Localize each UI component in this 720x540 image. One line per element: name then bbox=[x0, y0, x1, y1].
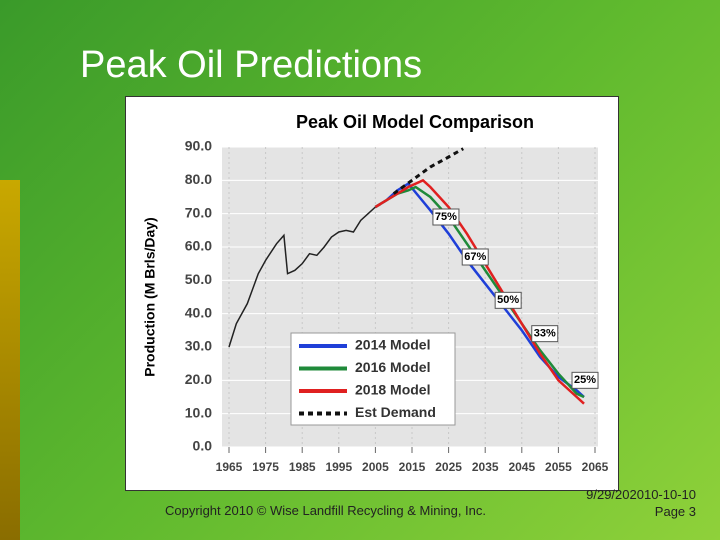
legend-box bbox=[290, 332, 456, 426]
legend-label: 2014 Model bbox=[355, 337, 430, 353]
y-tick-label: 0.0 bbox=[193, 438, 213, 454]
legend-label: Est Demand bbox=[355, 404, 436, 420]
annotation: 75% bbox=[435, 211, 457, 223]
y-tick-label: 80.0 bbox=[185, 171, 212, 187]
date: 9/29/202010-10-10 bbox=[586, 487, 696, 502]
annotation: 25% bbox=[574, 374, 596, 386]
annotation-box bbox=[531, 325, 559, 343]
y-axis-label: Production (M Brls/Day) bbox=[142, 217, 158, 376]
annotation: 67% bbox=[464, 251, 486, 263]
page-number: Page 3 bbox=[654, 504, 696, 519]
y-tick-label: 90.0 bbox=[185, 138, 212, 154]
y-tick-label: 60.0 bbox=[185, 238, 212, 254]
legend-label: 2016 Model bbox=[355, 359, 430, 375]
x-tick-label: 2065 bbox=[582, 460, 609, 474]
x-tick-label: 1975 bbox=[252, 460, 279, 474]
x-tick-label: 2045 bbox=[508, 460, 535, 474]
stripe bbox=[0, 180, 20, 540]
x-tick-label: 1995 bbox=[325, 460, 352, 474]
annotation-box bbox=[432, 208, 460, 226]
annotation-box bbox=[461, 248, 489, 266]
y-tick-label: 70.0 bbox=[185, 204, 212, 220]
y-tick-label: 30.0 bbox=[185, 338, 212, 354]
x-tick-label: 2005 bbox=[362, 460, 389, 474]
annotation-box bbox=[494, 291, 522, 309]
annotation: 33% bbox=[534, 328, 556, 340]
series-line bbox=[228, 206, 376, 348]
y-tick-label: 40.0 bbox=[185, 304, 212, 320]
legend-label: 2018 Model bbox=[355, 382, 430, 398]
x-tick-label: 2015 bbox=[399, 460, 426, 474]
x-tick-label: 2035 bbox=[472, 460, 499, 474]
series-line bbox=[374, 178, 585, 405]
footer: Copyright 2010 © Wise Landfill Recycling… bbox=[165, 503, 487, 518]
annotation-box bbox=[571, 371, 599, 389]
series-line bbox=[392, 147, 464, 195]
chart-title: Peak Oil Model Comparison bbox=[296, 112, 534, 132]
slide-title: Peak Oil Predictions bbox=[80, 44, 423, 86]
y-tick-label: 10.0 bbox=[185, 404, 212, 420]
y-tick-label: 20.0 bbox=[185, 371, 212, 387]
x-tick-label: 2025 bbox=[435, 460, 462, 474]
x-tick-label: 2055 bbox=[545, 460, 572, 474]
chart: Peak Oil Model Comparison Production (M … bbox=[125, 96, 619, 491]
slide-info: 9/29/202010-10-10 Page 3 bbox=[586, 486, 696, 520]
x-tick-label: 1985 bbox=[289, 460, 316, 474]
y-tick-label: 50.0 bbox=[185, 271, 212, 287]
x-tick-label: 1965 bbox=[216, 460, 243, 474]
annotation: 50% bbox=[497, 294, 519, 306]
